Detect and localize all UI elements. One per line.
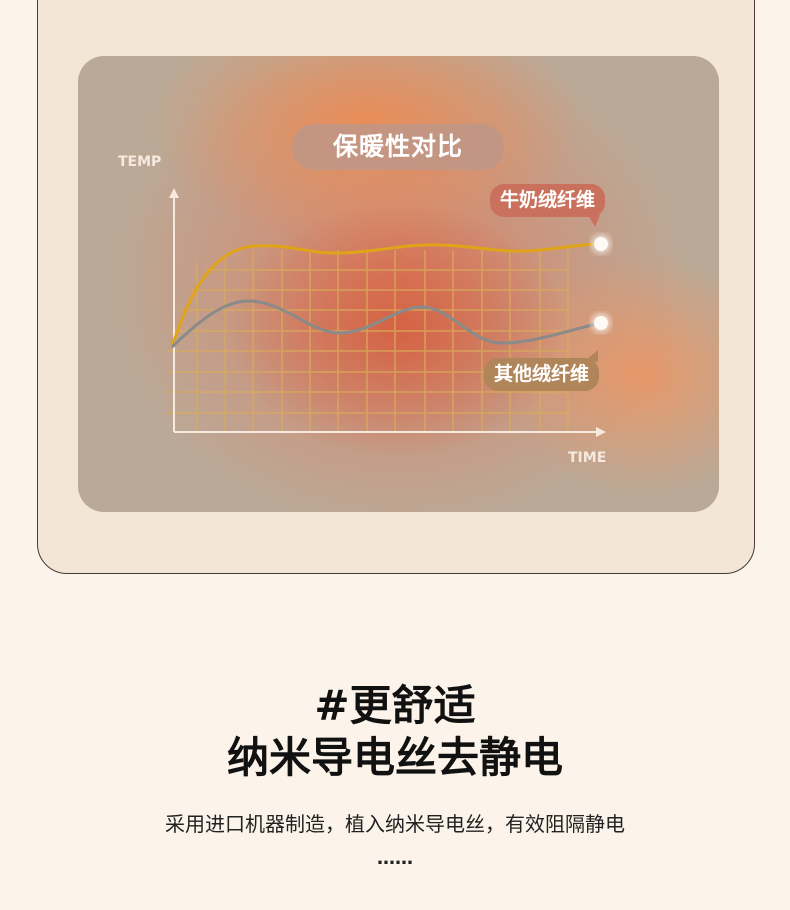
milk-tag-pointer xyxy=(588,215,600,227)
other-fiber-endpoint-dot xyxy=(594,316,608,330)
milk-fiber-endpoint-dot xyxy=(594,237,608,251)
x-axis-label: TIME xyxy=(568,450,607,466)
ellipsis: …… xyxy=(377,848,413,869)
y-axis-label: TEMP xyxy=(118,154,162,170)
other-fiber-label: 其他绒纤维 xyxy=(484,358,600,391)
chart-title: 保暖性对比 xyxy=(292,124,504,170)
other-fiber-curve xyxy=(170,299,601,349)
headline-line1: #更舒适 xyxy=(314,681,476,730)
warmth-comparison-panel: 保暖性对比 TEMP TIME 牛奶绒纤维 其他绒纤维 xyxy=(78,56,719,512)
milk-fiber-curve xyxy=(170,242,601,348)
grid xyxy=(168,250,569,432)
headline-line2: 纳米导电丝去静电 xyxy=(226,733,563,782)
x-axis-arrow-icon xyxy=(596,427,606,437)
comparison-chart xyxy=(168,188,611,437)
milk-fiber-label: 牛奶绒纤维 xyxy=(490,184,606,217)
feature-description: 采用进口机器制造，植入纳米导电丝，有效阻隔静电 xyxy=(165,812,625,836)
axes xyxy=(169,188,606,437)
y-axis-arrow-icon xyxy=(169,188,179,198)
